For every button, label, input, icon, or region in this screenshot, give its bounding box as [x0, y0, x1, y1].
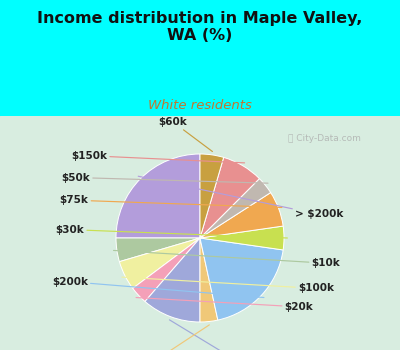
Wedge shape	[200, 158, 259, 238]
Text: $100k: $100k	[122, 277, 334, 293]
Text: $40k: $40k	[142, 325, 209, 350]
Wedge shape	[145, 238, 200, 322]
Wedge shape	[116, 154, 200, 238]
Text: $150k: $150k	[71, 151, 244, 163]
Text: $125k: $125k	[170, 320, 253, 350]
Wedge shape	[116, 238, 200, 262]
Text: $75k: $75k	[60, 195, 282, 208]
Wedge shape	[200, 193, 283, 238]
Wedge shape	[200, 226, 284, 250]
Wedge shape	[133, 238, 200, 301]
Text: $20k: $20k	[136, 298, 314, 312]
Text: $10k: $10k	[114, 251, 340, 268]
Wedge shape	[200, 154, 224, 238]
Text: White residents: White residents	[148, 99, 252, 112]
Wedge shape	[200, 238, 218, 322]
Text: $200k: $200k	[52, 277, 264, 298]
Text: $60k: $60k	[159, 117, 212, 152]
Wedge shape	[200, 178, 271, 238]
Wedge shape	[200, 238, 283, 320]
Text: ⓘ City-Data.com: ⓘ City-Data.com	[288, 134, 361, 143]
Text: $50k: $50k	[61, 173, 268, 183]
Text: Income distribution in Maple Valley,
WA (%): Income distribution in Maple Valley, WA …	[37, 10, 363, 43]
Text: > $200k: > $200k	[138, 176, 344, 219]
Text: $30k: $30k	[56, 225, 287, 238]
Wedge shape	[120, 238, 200, 288]
